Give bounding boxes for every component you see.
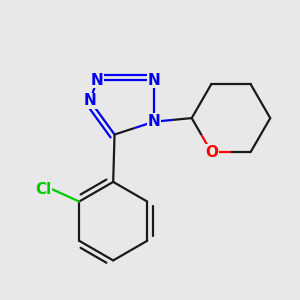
Text: N: N	[148, 73, 160, 88]
Text: N: N	[84, 93, 97, 108]
Text: N: N	[148, 114, 160, 129]
Text: Cl: Cl	[35, 182, 52, 197]
Text: N: N	[91, 73, 103, 88]
Text: O: O	[205, 145, 218, 160]
